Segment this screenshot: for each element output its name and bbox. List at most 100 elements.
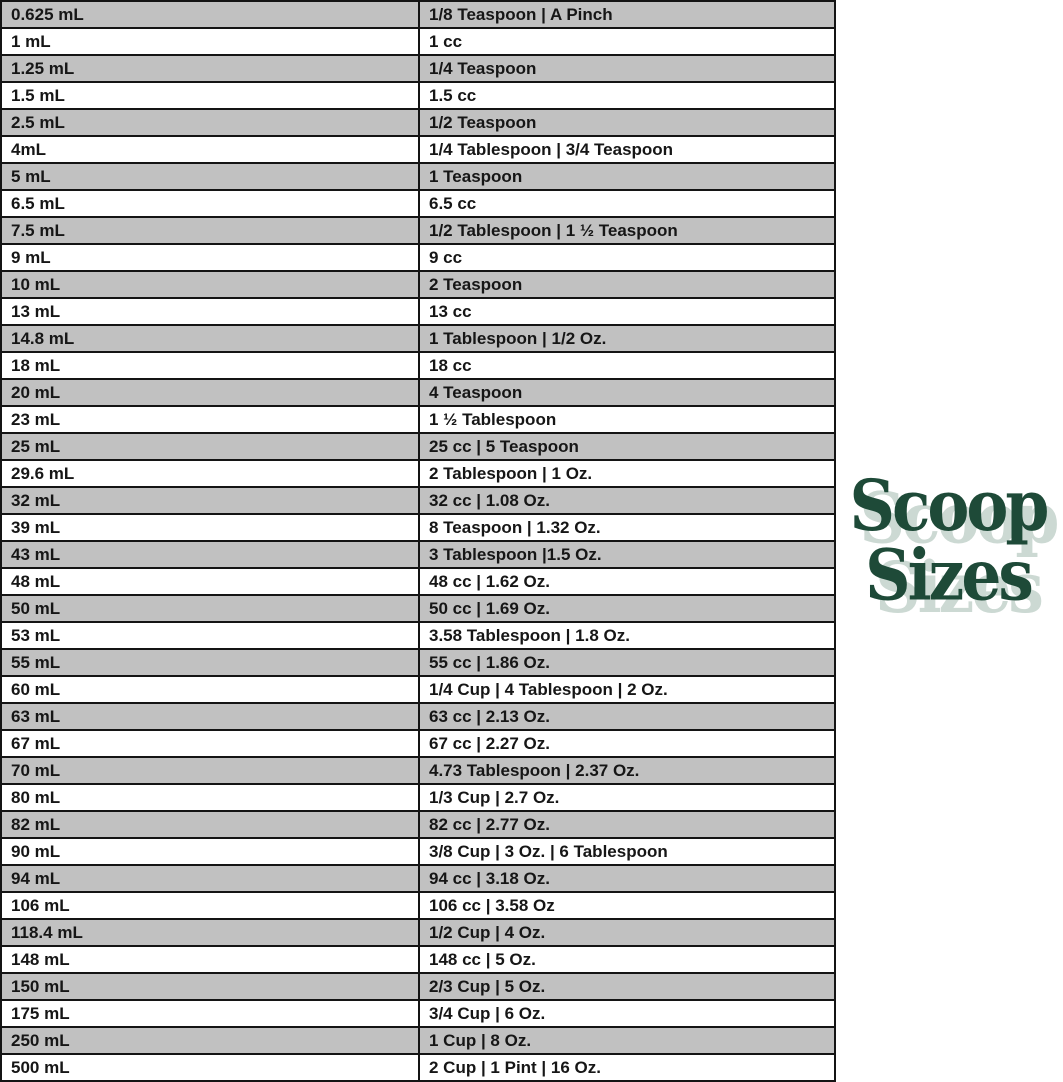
ml-cell: 67 mL (0, 729, 420, 758)
conversion-cell: 3 Tablespoon |1.5 Oz. (418, 540, 836, 569)
conversion-cell: 2 Teaspoon (418, 270, 836, 299)
conversion-cell: 2 Tablespoon | 1 Oz. (418, 459, 836, 488)
ml-cell: 106 mL (0, 891, 420, 920)
conversion-cell: 1 Teaspoon (418, 162, 836, 191)
ml-cell: 39 mL (0, 513, 420, 542)
conversion-cell: 9 cc (418, 243, 836, 272)
conversion-cell: 3/8 Cup | 3 Oz. | 6 Tablespoon (418, 837, 836, 866)
conversion-cell: 1 Tablespoon | 1/2 Oz. (418, 324, 836, 353)
ml-cell: 48 mL (0, 567, 420, 596)
ml-cell: 60 mL (0, 675, 420, 704)
conversion-cell: 94 cc | 3.18 Oz. (418, 864, 836, 893)
table-row: 500 mL 2 Cup | 1 Pint | 16 Oz. (0, 1053, 836, 1082)
conversion-cell: 1/3 Cup | 2.7 Oz. (418, 783, 836, 812)
ml-cell: 500 mL (0, 1053, 420, 1082)
conversion-cell: 1/2 Cup | 4 Oz. (418, 918, 836, 947)
conversion-cell: 1 cc (418, 27, 836, 56)
table-row: 1.5 mL 1.5 cc (0, 81, 836, 110)
table-row: 53 mL 3.58 Tablespoon | 1.8 Oz. (0, 621, 836, 650)
conversion-cell: 1/2 Teaspoon (418, 108, 836, 137)
table-row: 90 mL 3/8 Cup | 3 Oz. | 6 Tablespoon (0, 837, 836, 866)
conversion-cell: 67 cc | 2.27 Oz. (418, 729, 836, 758)
table-row: 0.625 mL 1/8 Teaspoon | A Pinch (0, 0, 836, 29)
conversion-cell: 1/8 Teaspoon | A Pinch (418, 0, 836, 29)
conversion-cell: 32 cc | 1.08 Oz. (418, 486, 836, 515)
ml-cell: 20 mL (0, 378, 420, 407)
ml-cell: 0.625 mL (0, 0, 420, 29)
ml-cell: 150 mL (0, 972, 420, 1001)
table-row: 1 mL 1 cc (0, 27, 836, 56)
table-row: 13 mL 13 cc (0, 297, 836, 326)
table-row: 175 mL 3/4 Cup | 6 Oz. (0, 999, 836, 1028)
conversion-cell: 6.5 cc (418, 189, 836, 218)
table-row: 55 mL 55 cc | 1.86 Oz. (0, 648, 836, 677)
ml-cell: 118.4 mL (0, 918, 420, 947)
table-row: 4mL 1/4 Tablespoon | 3/4 Teaspoon (0, 135, 836, 164)
ml-cell: 25 mL (0, 432, 420, 461)
ml-cell: 23 mL (0, 405, 420, 434)
table-row: 82 mL 82 cc | 2.77 Oz. (0, 810, 836, 839)
conversion-cell: 148 cc | 5 Oz. (418, 945, 836, 974)
scoop-sizes-logo: Scoop Sizes (838, 464, 1058, 610)
table-row: 20 mL 4 Teaspoon (0, 378, 836, 407)
table-row: 2.5 mL 1/2 Teaspoon (0, 108, 836, 137)
conversion-cell: 3.58 Tablespoon | 1.8 Oz. (418, 621, 836, 650)
conversion-cell: 63 cc | 2.13 Oz. (418, 702, 836, 731)
ml-cell: 10 mL (0, 270, 420, 299)
ml-cell: 1 mL (0, 27, 420, 56)
table-row: 14.8 mL 1 Tablespoon | 1/2 Oz. (0, 324, 836, 353)
conversion-cell: 13 cc (418, 297, 836, 326)
table-row: 118.4 mL 1/2 Cup | 4 Oz. (0, 918, 836, 947)
ml-cell: 53 mL (0, 621, 420, 650)
ml-cell: 80 mL (0, 783, 420, 812)
table-row: 18 mL 18 cc (0, 351, 836, 380)
ml-cell: 2.5 mL (0, 108, 420, 137)
logo-line-1: Scoop (849, 464, 1050, 548)
table-row: 50 mL 50 cc | 1.69 Oz. (0, 594, 836, 623)
conversion-cell: 18 cc (418, 351, 836, 380)
conversion-cell: 106 cc | 3.58 Oz (418, 891, 836, 920)
conversion-cell: 3/4 Cup | 6 Oz. (418, 999, 836, 1028)
ml-cell: 94 mL (0, 864, 420, 893)
conversion-cell: 82 cc | 2.77 Oz. (418, 810, 836, 839)
ml-cell: 1.5 mL (0, 81, 420, 110)
table-row: 94 mL 94 cc | 3.18 Oz. (0, 864, 836, 893)
ml-cell: 148 mL (0, 945, 420, 974)
table-row: 1.25 mL 1/4 Teaspoon (0, 54, 836, 83)
conversion-cell: 4.73 Tablespoon | 2.37 Oz. (418, 756, 836, 785)
table-row: 23 mL 1 ½ Tablespoon (0, 405, 836, 434)
conversion-cell: 2/3 Cup | 5 Oz. (418, 972, 836, 1001)
ml-cell: 82 mL (0, 810, 420, 839)
ml-cell: 6.5 mL (0, 189, 420, 218)
conversion-cell: 1/4 Teaspoon (418, 54, 836, 83)
table-row: 10 mL 2 Teaspoon (0, 270, 836, 299)
ml-cell: 55 mL (0, 648, 420, 677)
table-row: 150 mL 2/3 Cup | 5 Oz. (0, 972, 836, 1001)
table-row: 80 mL 1/3 Cup | 2.7 Oz. (0, 783, 836, 812)
conversion-cell: 1 ½ Tablespoon (418, 405, 836, 434)
conversion-cell: 50 cc | 1.69 Oz. (418, 594, 836, 623)
ml-cell: 90 mL (0, 837, 420, 866)
table-row: 60 mL 1/4 Cup | 4 Tablespoon | 2 Oz. (0, 675, 836, 704)
table-row: 148 mL 148 cc | 5 Oz. (0, 945, 836, 974)
table-row: 250 mL 1 Cup | 8 Oz. (0, 1026, 836, 1055)
ml-cell: 70 mL (0, 756, 420, 785)
conversion-cell: 1 Cup | 8 Oz. (418, 1026, 836, 1055)
table-row: 29.6 mL 2 Tablespoon | 1 Oz. (0, 459, 836, 488)
table-row: 63 mL 63 cc | 2.13 Oz. (0, 702, 836, 731)
ml-cell: 4mL (0, 135, 420, 164)
ml-cell: 29.6 mL (0, 459, 420, 488)
table-row: 70 mL 4.73 Tablespoon | 2.37 Oz. (0, 756, 836, 785)
ml-cell: 50 mL (0, 594, 420, 623)
conversion-cell: 55 cc | 1.86 Oz. (418, 648, 836, 677)
table-row: 43 mL 3 Tablespoon |1.5 Oz. (0, 540, 836, 569)
table-row: 25 mL 25 cc | 5 Teaspoon (0, 432, 836, 461)
ml-cell: 7.5 mL (0, 216, 420, 245)
table-row: 7.5 mL 1/2 Tablespoon | 1 ½ Teaspoon (0, 216, 836, 245)
ml-cell: 13 mL (0, 297, 420, 326)
table-row: 6.5 mL 6.5 cc (0, 189, 836, 218)
table-row: 106 mL 106 cc | 3.58 Oz (0, 891, 836, 920)
ml-cell: 9 mL (0, 243, 420, 272)
conversion-cell: 4 Teaspoon (418, 378, 836, 407)
conversion-cell: 8 Teaspoon | 1.32 Oz. (418, 513, 836, 542)
